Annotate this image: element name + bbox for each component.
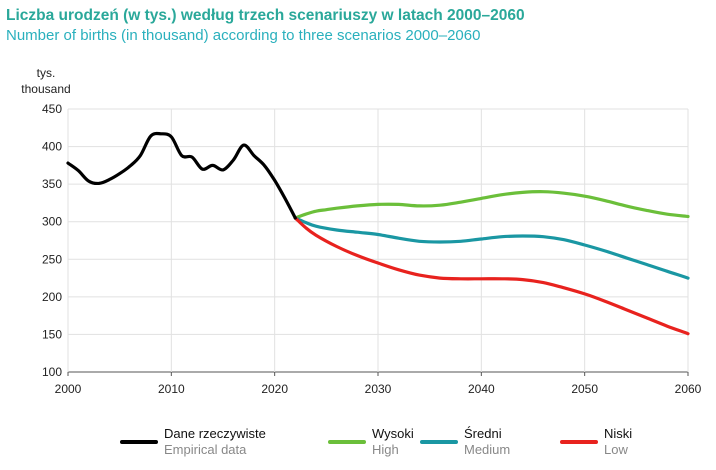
legend-label-empirical-en: Empirical data (164, 442, 247, 457)
series-line-high (293, 190, 690, 220)
x-tick-label: 2010 (158, 382, 185, 396)
legend-label-low-en: Low (604, 442, 628, 457)
legend-item-medium: Średni Medium (420, 424, 542, 460)
y-tick-label: 400 (42, 140, 62, 154)
legend-swatch-empirical (120, 440, 158, 444)
series-line-empirical (66, 131, 297, 220)
legend-item-low: Niski Low (560, 424, 674, 460)
y-tick-label: 200 (42, 290, 62, 304)
series-line-low (293, 216, 690, 336)
legend-label-medium: Średni (464, 426, 502, 441)
y-unit-label-en: thousand (21, 82, 70, 96)
legend-swatch-high (328, 440, 366, 444)
legend-label-high-en: High (372, 442, 399, 457)
x-axis-ticks: 2000 2010 2020 2030 2040 2050 2060 (55, 382, 702, 396)
y-unit-label-pl: tys. (37, 66, 56, 80)
chart-subtitle: Number of births (in thousand) according… (6, 27, 481, 44)
y-tick-label: 350 (42, 177, 62, 191)
y-tick-label: 250 (42, 252, 62, 266)
y-tick-label: 150 (42, 327, 62, 341)
legend-item-empirical: Dane rzeczywiste Empirical data (120, 424, 314, 460)
x-tick-label: 2040 (468, 382, 495, 396)
legend-label-high: Wysoki (372, 426, 414, 441)
chart-title: Liczba urodzeń (w tys.) według trzech sc… (6, 7, 525, 24)
legend-swatch-medium (420, 440, 458, 444)
legend-label-low: Niski (604, 426, 633, 441)
x-tick-label: 2050 (571, 382, 598, 396)
y-axis-ticks: 100 150 200 250 300 350 400 450 (42, 102, 62, 379)
legend-label-empirical: Dane rzeczywiste (164, 426, 266, 441)
x-tick-label: 2000 (55, 382, 82, 396)
x-tick-label: 2060 (675, 382, 702, 396)
series-line-medium (293, 216, 690, 280)
y-tick-label: 300 (42, 215, 62, 229)
y-tick-label: 450 (42, 102, 62, 116)
gridlines (67, 108, 689, 376)
x-tick-label: 2020 (261, 382, 288, 396)
legend-item-high: Wysoki High (328, 424, 418, 460)
series-lines (66, 131, 690, 336)
y-tick-label: 100 (42, 365, 62, 379)
legend-label-medium-en: Medium (464, 442, 511, 457)
x-tick-label: 2030 (365, 382, 392, 396)
legend-swatch-low (560, 440, 598, 444)
